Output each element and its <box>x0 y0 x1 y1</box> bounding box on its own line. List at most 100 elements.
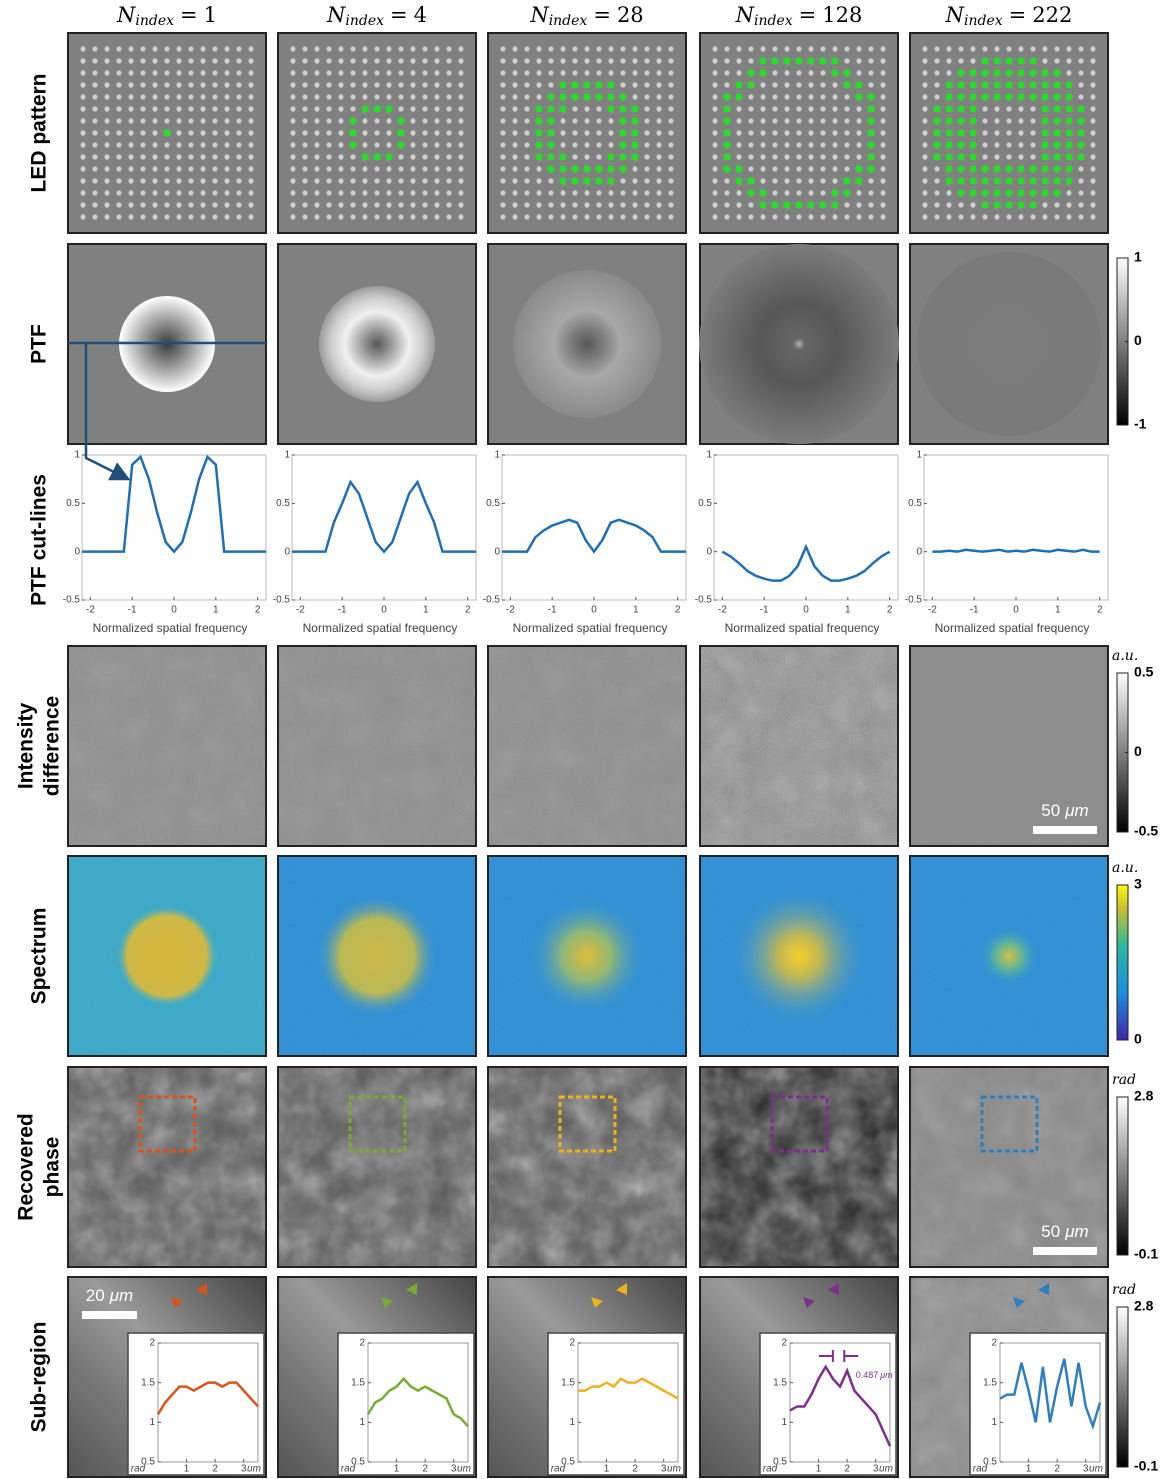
profile-line <box>999 1358 1102 1431</box>
led-off <box>386 190 392 196</box>
led-off <box>398 178 404 184</box>
led-off <box>362 46 368 52</box>
led-on <box>397 141 405 149</box>
led-on <box>1053 93 1061 101</box>
led-off <box>152 166 158 172</box>
led-on <box>559 153 567 161</box>
led-off <box>374 70 380 76</box>
led-off <box>422 142 428 148</box>
x-tick-label: 1 <box>184 1464 190 1475</box>
led-off <box>772 82 778 88</box>
led-off <box>248 106 254 112</box>
led-off <box>736 46 742 52</box>
led-off <box>500 154 506 160</box>
led-off <box>362 190 368 196</box>
colorbar-tick-label: -1 <box>1134 416 1147 432</box>
led-off <box>808 178 814 184</box>
led-off <box>248 154 254 160</box>
led-off <box>188 58 194 64</box>
led-on <box>385 105 393 113</box>
unit: μm <box>1064 1222 1088 1241</box>
led-off <box>724 202 730 208</box>
inset-frame <box>127 1332 265 1476</box>
led-off <box>856 106 862 112</box>
led-off <box>500 178 506 184</box>
led-off <box>188 154 194 160</box>
column-header: Nindex = 1 <box>116 3 217 30</box>
led-off <box>772 118 778 124</box>
led-off <box>386 58 392 64</box>
led-off <box>290 82 296 88</box>
led-off <box>1090 46 1096 52</box>
led-on <box>993 57 1001 65</box>
led-off <box>524 118 530 124</box>
led-off <box>524 154 530 160</box>
led-off <box>856 70 862 76</box>
led-on <box>1041 105 1049 113</box>
led-on <box>993 189 1001 197</box>
led-on <box>957 69 965 77</box>
led-on <box>1029 81 1037 89</box>
y-tick-label: 2 <box>991 1338 997 1349</box>
colorbar-tick-label: 0.5 <box>1134 664 1154 680</box>
led-off <box>922 82 928 88</box>
row-label: Spectrum <box>28 908 51 1005</box>
led-off <box>1042 202 1048 208</box>
y-tick-label: 0 <box>706 546 712 557</box>
led-off <box>656 166 662 172</box>
led-off <box>608 202 614 208</box>
led-off <box>104 46 110 52</box>
led-on <box>1029 69 1037 77</box>
led-off <box>500 118 506 124</box>
led-on <box>595 177 603 185</box>
led-off <box>760 142 766 148</box>
led-off <box>772 190 778 196</box>
led-off <box>856 214 862 220</box>
led-off <box>1066 70 1072 76</box>
led-off <box>188 82 194 88</box>
led-off <box>832 166 838 172</box>
led-off <box>446 106 452 112</box>
x-tick-label: 2 <box>844 1464 850 1475</box>
led-off <box>338 70 344 76</box>
led-off <box>712 46 718 52</box>
symbol: N <box>735 3 755 27</box>
led-off <box>92 202 98 208</box>
led-off <box>290 178 296 184</box>
inset-axes <box>577 1342 679 1463</box>
row-label: phase <box>41 1137 64 1198</box>
led-off <box>236 202 242 208</box>
led-on <box>735 93 743 101</box>
led-off <box>632 190 638 196</box>
led-off <box>224 106 230 112</box>
y-tick-label: -0.5 <box>695 595 713 606</box>
led-on <box>349 129 357 137</box>
x-tick-label: -2 <box>86 605 95 616</box>
x-tick-label: -1 <box>970 605 979 616</box>
led-off <box>200 58 206 64</box>
led-off <box>152 202 158 208</box>
led-on <box>1053 189 1061 197</box>
led-off <box>350 202 356 208</box>
led-off <box>946 202 952 208</box>
led-off <box>248 166 254 172</box>
led-off <box>188 190 194 196</box>
led-off <box>290 214 296 220</box>
led-off <box>608 46 614 52</box>
led-off <box>832 106 838 112</box>
equals: = <box>1009 3 1027 27</box>
led-off <box>500 166 506 172</box>
row-label: Intensity <box>15 703 38 790</box>
led-off <box>326 190 332 196</box>
led-on <box>631 129 639 137</box>
led-off <box>314 142 320 148</box>
led-off <box>236 178 242 184</box>
led-off <box>176 154 182 160</box>
led-off <box>536 82 542 88</box>
cut-line <box>82 454 266 554</box>
led-off <box>880 82 886 88</box>
led-off <box>92 214 98 220</box>
led-off <box>880 214 886 220</box>
led-off <box>584 130 590 136</box>
led-off <box>1006 154 1012 160</box>
